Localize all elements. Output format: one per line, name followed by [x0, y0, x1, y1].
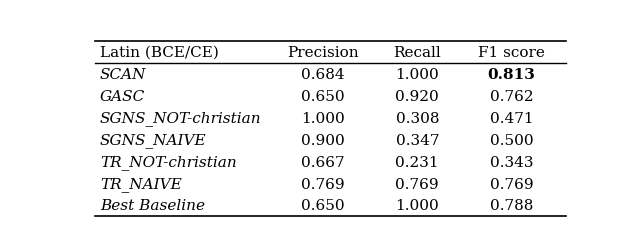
- Text: SCAN: SCAN: [100, 68, 147, 82]
- Text: 0.500: 0.500: [490, 133, 533, 147]
- Text: 0.347: 0.347: [396, 133, 439, 147]
- Text: 0.813: 0.813: [488, 68, 536, 82]
- Text: GASC: GASC: [100, 89, 145, 103]
- Text: 0.769: 0.769: [396, 177, 439, 191]
- Text: 0.650: 0.650: [301, 89, 345, 103]
- Text: F1 score: F1 score: [478, 46, 545, 60]
- Text: SGNS_NAIVE: SGNS_NAIVE: [100, 133, 207, 147]
- Text: Recall: Recall: [394, 46, 441, 60]
- Text: Precision: Precision: [287, 46, 359, 60]
- Text: 0.650: 0.650: [301, 199, 345, 213]
- Text: 0.769: 0.769: [301, 177, 345, 191]
- Text: 0.343: 0.343: [490, 155, 533, 169]
- Text: 1.000: 1.000: [301, 111, 345, 125]
- Text: Best Baseline: Best Baseline: [100, 199, 205, 213]
- Text: 0.308: 0.308: [396, 111, 439, 125]
- Text: 0.762: 0.762: [490, 89, 533, 103]
- Text: 0.231: 0.231: [396, 155, 439, 169]
- Text: TR_NAIVE: TR_NAIVE: [100, 176, 182, 191]
- Text: 0.471: 0.471: [490, 111, 533, 125]
- Text: 0.684: 0.684: [301, 68, 345, 82]
- Text: 0.900: 0.900: [301, 133, 345, 147]
- Text: Latin (BCE/CE): Latin (BCE/CE): [100, 46, 219, 60]
- Text: 0.788: 0.788: [490, 199, 533, 213]
- Text: SGNS_NOT-christian: SGNS_NOT-christian: [100, 111, 262, 126]
- Text: 1.000: 1.000: [396, 68, 439, 82]
- Text: 0.769: 0.769: [490, 177, 533, 191]
- Text: 0.667: 0.667: [301, 155, 345, 169]
- Text: 1.000: 1.000: [396, 199, 439, 213]
- Text: 0.920: 0.920: [396, 89, 439, 103]
- Text: TR_NOT-christian: TR_NOT-christian: [100, 154, 237, 169]
